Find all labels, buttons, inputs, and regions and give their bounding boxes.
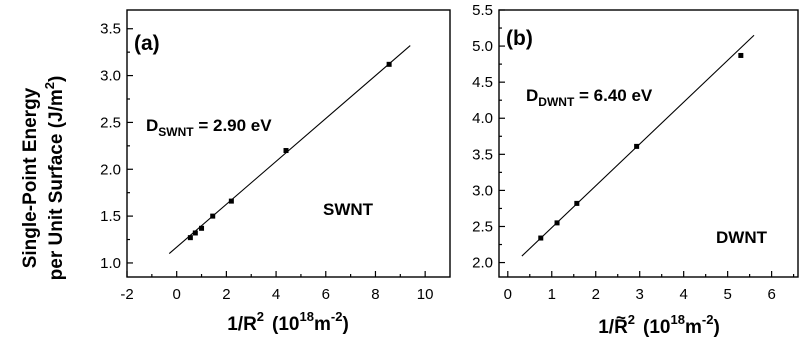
panel-b-xlabel-units-exp2: -2 xyxy=(702,312,714,327)
panel-b-xlabel-sup: 2 xyxy=(628,312,635,327)
data-point xyxy=(738,52,744,58)
data-point xyxy=(210,213,216,219)
y-tick-label: 3.0 xyxy=(472,182,493,199)
panel-a-points xyxy=(187,61,392,241)
y-tick-label: 5.5 xyxy=(472,2,493,19)
panel-a: 1.01.52.02.53.03.5 -2 0 2 4 6 8 10 (a) DSWNT =… xyxy=(100,9,451,335)
data-point xyxy=(538,235,544,241)
y-tick-label: 5.0 xyxy=(472,38,493,55)
x-tick-label: 4 xyxy=(272,286,280,303)
data-point xyxy=(386,61,392,67)
panel-b-y-ticks: 2.0 2.5 3.0 3.5 4.0 4.5 5.0 5.5 xyxy=(472,2,505,272)
y-tick-label: 3.5 xyxy=(472,146,493,163)
panel-a-annotation: DSWNT = 2.90 eV xyxy=(146,116,272,139)
x-tick-label: 10 xyxy=(417,286,434,303)
data-point xyxy=(228,198,234,204)
x-tick-label: 8 xyxy=(371,286,379,303)
x-tick-label: 2 xyxy=(592,286,600,303)
data-point xyxy=(192,230,198,236)
y-tick-label: 1.5 xyxy=(100,208,121,225)
panel-a-fit-line xyxy=(168,45,411,254)
panel-a-x-ticks: -2 0 2 4 6 8 10 xyxy=(120,271,433,303)
panel-b-xlabel: 1/R2 (1018m-2) xyxy=(598,312,720,338)
x-tick-label: 4 xyxy=(680,286,688,303)
panel-a-xlabel-main: 1/R xyxy=(227,314,257,335)
ylabel-main: per Unit Surface (J/m xyxy=(46,89,67,280)
panel-a-xlabel-units-close: ) xyxy=(342,314,348,335)
x-tick-label: 2 xyxy=(222,286,230,303)
x-tick-label: 6 xyxy=(767,286,775,303)
panel-a-xlabel-units-exp: 18 xyxy=(300,309,314,324)
panel-b-xlabel-units-open: (10 xyxy=(643,317,670,338)
panel-b-xlabel-units-exp: 18 xyxy=(671,312,685,327)
data-point xyxy=(187,235,193,241)
ylabel-line1: Single-Point Energy xyxy=(20,87,41,268)
panel-b-annotation: DDWNT = 6.40 eV xyxy=(526,86,653,109)
panel-b-ann-sub: DWNT xyxy=(538,95,575,109)
x-tick-label: 0 xyxy=(504,286,512,303)
panel-b-ann-main: D xyxy=(526,86,538,105)
panel-a-ann-value: = 2.90 eV xyxy=(194,116,273,135)
panel-a-label: (a) xyxy=(134,32,160,55)
panel-a-tag: SWNT xyxy=(323,200,374,219)
y-tick-label: 2.0 xyxy=(100,161,121,178)
panel-b-xlabel-units-rest: m xyxy=(685,317,702,338)
panel-a-ann-sub: SWNT xyxy=(158,125,194,139)
panel-a-xlabel: 1/R2 (1018m-2) xyxy=(227,309,349,335)
y-tick-label: 2.5 xyxy=(100,114,121,131)
y-tick-label: 2.0 xyxy=(472,255,493,272)
y-tick-label: 4.5 xyxy=(472,74,493,91)
panel-a-y-ticks: 1.0 1.5 2.0 2.5 3.0 3.5 xyxy=(100,21,133,272)
panel-b-xlabel-units-close: ) xyxy=(713,317,719,338)
ylabel-close: ) xyxy=(46,76,67,82)
panel-b-tag: DWNT xyxy=(716,228,768,247)
data-point xyxy=(554,220,560,226)
panel-b-frame xyxy=(498,9,799,278)
x-tick-label: 6 xyxy=(322,286,330,303)
x-tick-label: -2 xyxy=(120,286,133,303)
panel-b-xlabel-main: 1/R xyxy=(598,317,628,338)
y-tick-label: 3.5 xyxy=(100,21,121,38)
data-point xyxy=(574,200,580,206)
x-tick-label: 5 xyxy=(723,286,731,303)
x-tick-label: 0 xyxy=(173,286,181,303)
panel-b-label: (b) xyxy=(506,27,533,50)
x-tick-label: 1 xyxy=(548,286,556,303)
panel-a-xlabel-sup: 2 xyxy=(257,309,264,324)
y-tick-label: 2.5 xyxy=(472,218,493,235)
x-tick-label: 3 xyxy=(636,286,644,303)
panel-a-ann-main: D xyxy=(146,116,158,135)
panel-a-xlabel-units-rest: m xyxy=(314,314,331,335)
panel-a-xlabel-units-open: (10 xyxy=(272,314,299,335)
panel-b-ann-value: = 6.40 eV xyxy=(574,86,653,105)
panel-b-points xyxy=(538,52,744,241)
ylabel-sup: 2 xyxy=(42,82,57,89)
y-tick-label: 3.0 xyxy=(100,68,121,85)
panel-a-xlabel-units-exp2: -2 xyxy=(331,309,343,324)
panel-b-x-ticks: 0 1 2 3 4 5 6 xyxy=(504,271,795,303)
panel-b-xlabel-tilde: ~ xyxy=(616,308,626,327)
data-point xyxy=(283,148,289,154)
panel-a-frame xyxy=(126,9,451,278)
y-tick-label: 1.0 xyxy=(100,255,121,272)
data-point xyxy=(634,143,640,149)
ylabel-line2: per Unit Surface (J/m2) xyxy=(42,76,67,281)
data-point xyxy=(199,225,205,231)
y-tick-label: 4.0 xyxy=(472,110,493,127)
